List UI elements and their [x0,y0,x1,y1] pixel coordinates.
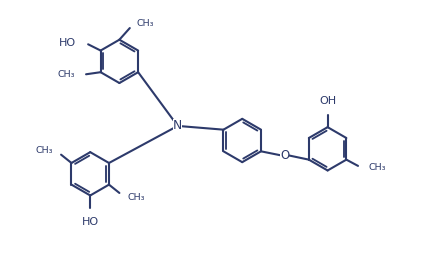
Text: HO: HO [60,38,76,48]
Text: CH₃: CH₃ [57,70,75,79]
Text: CH₃: CH₃ [128,193,145,202]
Text: HO: HO [82,217,99,227]
Text: CH₃: CH₃ [136,19,154,28]
Text: CH₃: CH₃ [368,164,386,173]
Text: N: N [173,119,182,132]
Text: O: O [280,149,289,162]
Text: OH: OH [320,96,337,106]
Text: CH₃: CH₃ [35,146,53,155]
